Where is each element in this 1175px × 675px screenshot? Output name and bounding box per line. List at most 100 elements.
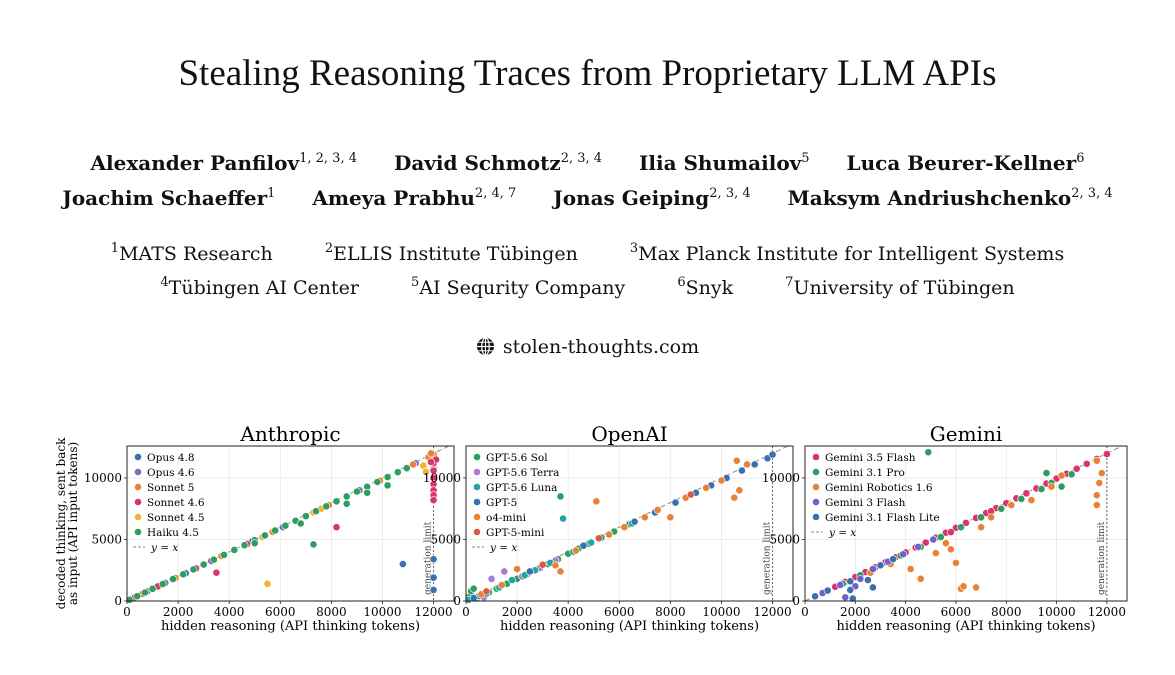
- data-point: [1095, 479, 1104, 487]
- data-point: [906, 565, 915, 573]
- data-point: [846, 586, 855, 594]
- affiliation: 2ELLIS Institute Tübingen: [325, 241, 578, 265]
- data-point: [952, 558, 960, 567]
- legend-label: Sonnet 5: [147, 482, 195, 494]
- data-point: [133, 592, 142, 601]
- data-point: [702, 483, 711, 492]
- data-point: [1057, 482, 1066, 491]
- legend-label: Gemini 3.5 Flash: [825, 452, 916, 464]
- data-point: [768, 450, 777, 459]
- data-point: [959, 582, 968, 591]
- x-tick-label: 10000: [363, 605, 401, 619]
- website-link[interactable]: stolen-thoughts.com: [0, 336, 1175, 358]
- legend-marker: [473, 498, 481, 506]
- affiliation-name: Tübingen AI Center: [168, 277, 359, 299]
- data-point: [429, 573, 438, 582]
- data-point: [551, 561, 560, 570]
- legend-label: Gemini Robotics 1.6: [825, 482, 933, 494]
- data-point: [735, 486, 744, 495]
- data-point: [686, 490, 695, 499]
- author: David Schmotz2, 3, 4: [394, 151, 602, 175]
- data-point: [605, 530, 613, 539]
- data-point: [383, 481, 392, 490]
- data-point: [743, 460, 751, 469]
- data-point: [230, 546, 239, 554]
- data-point: [730, 493, 739, 502]
- data-point: [281, 521, 290, 530]
- data-point: [823, 586, 832, 595]
- data-point: [250, 539, 259, 548]
- data-point: [889, 555, 897, 564]
- data-point: [402, 464, 411, 473]
- author: Joachim Schaeffer1: [62, 186, 275, 210]
- data-point: [140, 588, 149, 597]
- data-point: [220, 550, 228, 559]
- data-point: [957, 523, 965, 532]
- data-point: [556, 492, 565, 501]
- chart-legend: Gemini 3.5 Flash Gemini 3.1 Pro Gemini Rob…: [811, 452, 940, 539]
- x-tick-label: 6000: [604, 605, 635, 619]
- data-point: [373, 478, 382, 486]
- data-point: [1017, 494, 1026, 503]
- legend-label: Sonnet 4.6: [147, 497, 205, 509]
- data-point: [1072, 464, 1081, 473]
- data-point: [500, 567, 509, 576]
- x-tick-label: 8000: [991, 605, 1022, 619]
- data-point: [977, 523, 985, 532]
- data-point: [1027, 496, 1036, 505]
- legend-label: GPT-5.6 Sol: [486, 452, 548, 464]
- plot-frame: [465, 445, 794, 602]
- author: Ameya Prabhu2, 4, 7: [312, 186, 516, 210]
- data-point: [1092, 501, 1101, 509]
- y-tick-label: 5000: [91, 532, 122, 546]
- generation-limit-label: generation limit: [763, 521, 773, 595]
- legend-label: y = x: [489, 542, 517, 554]
- data-point: [342, 492, 351, 501]
- author-affil: 2, 3, 4: [1071, 186, 1113, 201]
- data-point: [921, 538, 930, 547]
- legend-marker: [134, 513, 142, 521]
- data-point: [914, 542, 923, 551]
- data-point: [738, 466, 746, 475]
- author-name: Ilia Shumailov: [639, 151, 802, 175]
- y-tick-label: 5000: [769, 532, 800, 546]
- data-point: [482, 587, 491, 596]
- chart-title: Gemini: [930, 422, 1002, 446]
- data-point: [846, 577, 855, 586]
- data-point: [592, 497, 601, 506]
- legend-label: Haiku 4.5: [147, 527, 199, 539]
- legend-label: y = x: [828, 527, 856, 539]
- y-tick-label: 0: [792, 594, 800, 608]
- y-tick-label: 0: [453, 594, 461, 608]
- chart-title: Anthropic: [239, 422, 340, 446]
- legend-marker: [473, 513, 481, 521]
- data-point: [594, 534, 603, 543]
- data-point: [158, 580, 167, 588]
- affiliation: 5AI Sequrity Company: [411, 275, 625, 299]
- x-axis-label: hidden reasoning (API thinking tokens): [161, 619, 420, 634]
- x-tick-label: 4000: [214, 605, 245, 619]
- x-tick-label: 4000: [553, 605, 584, 619]
- data-point: [717, 476, 726, 485]
- data-point: [640, 513, 649, 522]
- legend-marker: [812, 498, 820, 506]
- legend-marker: [473, 528, 481, 536]
- data-point: [559, 514, 567, 523]
- data-point: [1042, 469, 1051, 477]
- author-affil: 2, 3, 4: [560, 151, 603, 166]
- data-point: [363, 488, 372, 497]
- data-point: [836, 581, 845, 589]
- legend-label: Opus 4.8: [147, 452, 195, 464]
- data-point: [429, 586, 438, 594]
- website-url[interactable]: stolen-thoughts.com: [502, 336, 700, 358]
- y-axis-label: as input (API input tokens): [66, 442, 80, 605]
- data-point: [936, 533, 945, 541]
- authors-row-2: Joachim Schaeffer1 Ameya Prabhu2, 4, 7 J…: [0, 186, 1175, 210]
- affiliation-name: MATS Research: [119, 243, 273, 265]
- data-point: [556, 567, 565, 576]
- data-point: [199, 560, 208, 569]
- data-point: [322, 502, 331, 511]
- data-point: [1047, 482, 1056, 491]
- data-point: [409, 460, 418, 469]
- data-point: [941, 539, 950, 548]
